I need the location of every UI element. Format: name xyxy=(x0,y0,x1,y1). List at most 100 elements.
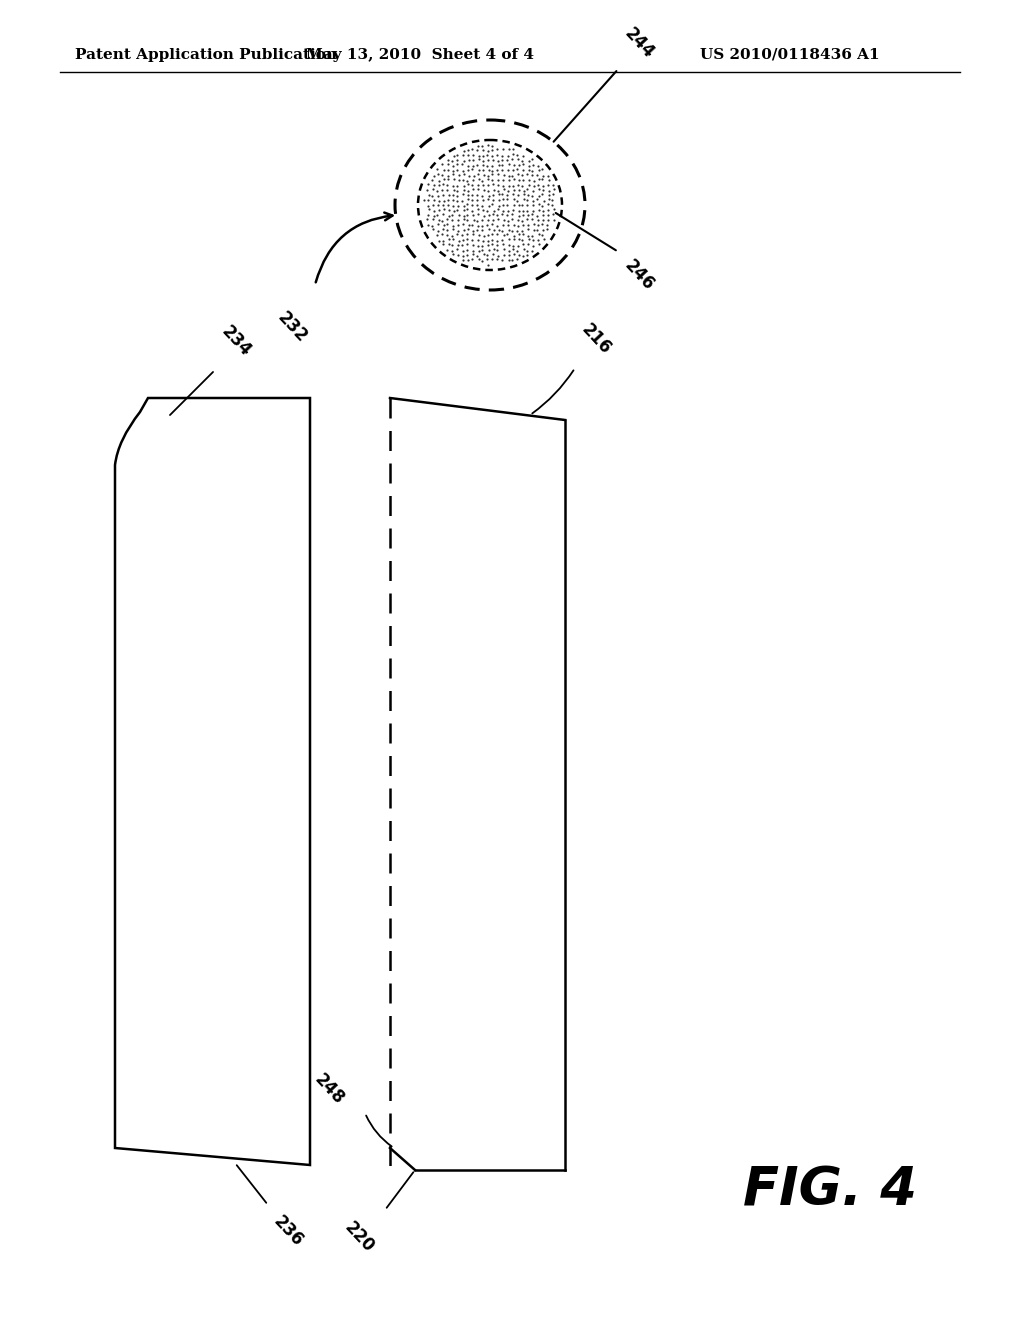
Point xyxy=(465,178,481,199)
Point xyxy=(431,190,447,211)
Point xyxy=(505,239,521,260)
Point xyxy=(530,234,547,255)
Point xyxy=(460,181,476,202)
Point xyxy=(481,160,498,181)
Point xyxy=(534,195,550,216)
Point xyxy=(520,234,537,255)
Text: Patent Application Publication: Patent Application Publication xyxy=(75,48,337,62)
Point xyxy=(499,189,515,210)
Point xyxy=(520,185,537,206)
Point xyxy=(490,195,507,216)
Point xyxy=(456,209,472,230)
Point xyxy=(475,226,492,247)
Point xyxy=(475,189,492,210)
Point xyxy=(445,169,462,190)
Point xyxy=(530,160,547,181)
Point xyxy=(429,205,445,226)
Point xyxy=(489,181,506,202)
Point xyxy=(460,144,476,165)
Point xyxy=(459,170,475,191)
Point xyxy=(431,230,447,251)
Point xyxy=(460,140,476,161)
Point xyxy=(434,165,451,186)
Point xyxy=(455,169,471,190)
Point xyxy=(481,186,498,207)
Point xyxy=(540,214,556,235)
Point xyxy=(465,205,481,226)
Point xyxy=(444,164,461,185)
Point xyxy=(469,194,485,215)
Point xyxy=(540,193,556,214)
Point xyxy=(456,206,472,227)
Point xyxy=(544,194,560,215)
Point xyxy=(420,190,436,211)
Point xyxy=(496,210,512,231)
Point xyxy=(465,240,481,261)
Point xyxy=(519,240,536,261)
Point xyxy=(435,173,452,194)
Point xyxy=(501,249,517,271)
Point xyxy=(480,205,497,226)
Point xyxy=(460,249,476,271)
Point xyxy=(443,150,460,172)
Point xyxy=(515,145,531,166)
Point xyxy=(451,205,467,226)
Point xyxy=(479,234,496,255)
Point xyxy=(489,150,506,172)
Point xyxy=(435,194,452,215)
Point xyxy=(524,185,541,206)
Point xyxy=(530,224,547,246)
Point xyxy=(530,174,547,195)
Point xyxy=(470,164,486,185)
Point xyxy=(429,158,445,180)
Point xyxy=(483,169,500,190)
Point xyxy=(530,230,547,251)
Point xyxy=(480,255,497,276)
Point xyxy=(480,149,497,170)
Point xyxy=(429,224,445,246)
Point xyxy=(474,215,490,236)
Point xyxy=(489,160,506,181)
Point xyxy=(455,160,471,181)
Point xyxy=(535,176,551,197)
Point xyxy=(456,219,472,240)
Point xyxy=(429,181,445,202)
Point xyxy=(514,150,530,172)
Point xyxy=(520,174,537,195)
Point xyxy=(525,170,542,191)
Point xyxy=(505,176,521,197)
Point xyxy=(434,211,451,232)
Point xyxy=(489,174,506,195)
Point xyxy=(488,235,505,256)
Point xyxy=(504,209,520,230)
Point xyxy=(511,169,527,190)
Point xyxy=(461,149,477,170)
Point xyxy=(460,160,476,181)
Point xyxy=(445,195,462,216)
Point xyxy=(484,139,501,160)
Point xyxy=(475,140,492,161)
Point xyxy=(495,169,511,190)
Point xyxy=(430,220,446,242)
Point xyxy=(504,148,520,169)
Point xyxy=(485,210,502,231)
Point xyxy=(540,174,556,195)
Point xyxy=(461,165,477,186)
Point xyxy=(515,183,531,205)
Point xyxy=(494,183,510,205)
Point xyxy=(519,189,536,210)
Point xyxy=(480,231,497,252)
Point xyxy=(420,195,436,216)
Point xyxy=(465,223,481,244)
Point xyxy=(519,164,536,185)
Point xyxy=(505,183,521,205)
Point xyxy=(480,165,497,186)
Point xyxy=(484,203,501,224)
Point xyxy=(484,136,501,157)
Point xyxy=(434,180,451,201)
Point xyxy=(464,201,480,222)
Point xyxy=(495,154,511,176)
Point xyxy=(474,135,490,156)
Point xyxy=(440,228,457,249)
Point xyxy=(450,195,466,216)
